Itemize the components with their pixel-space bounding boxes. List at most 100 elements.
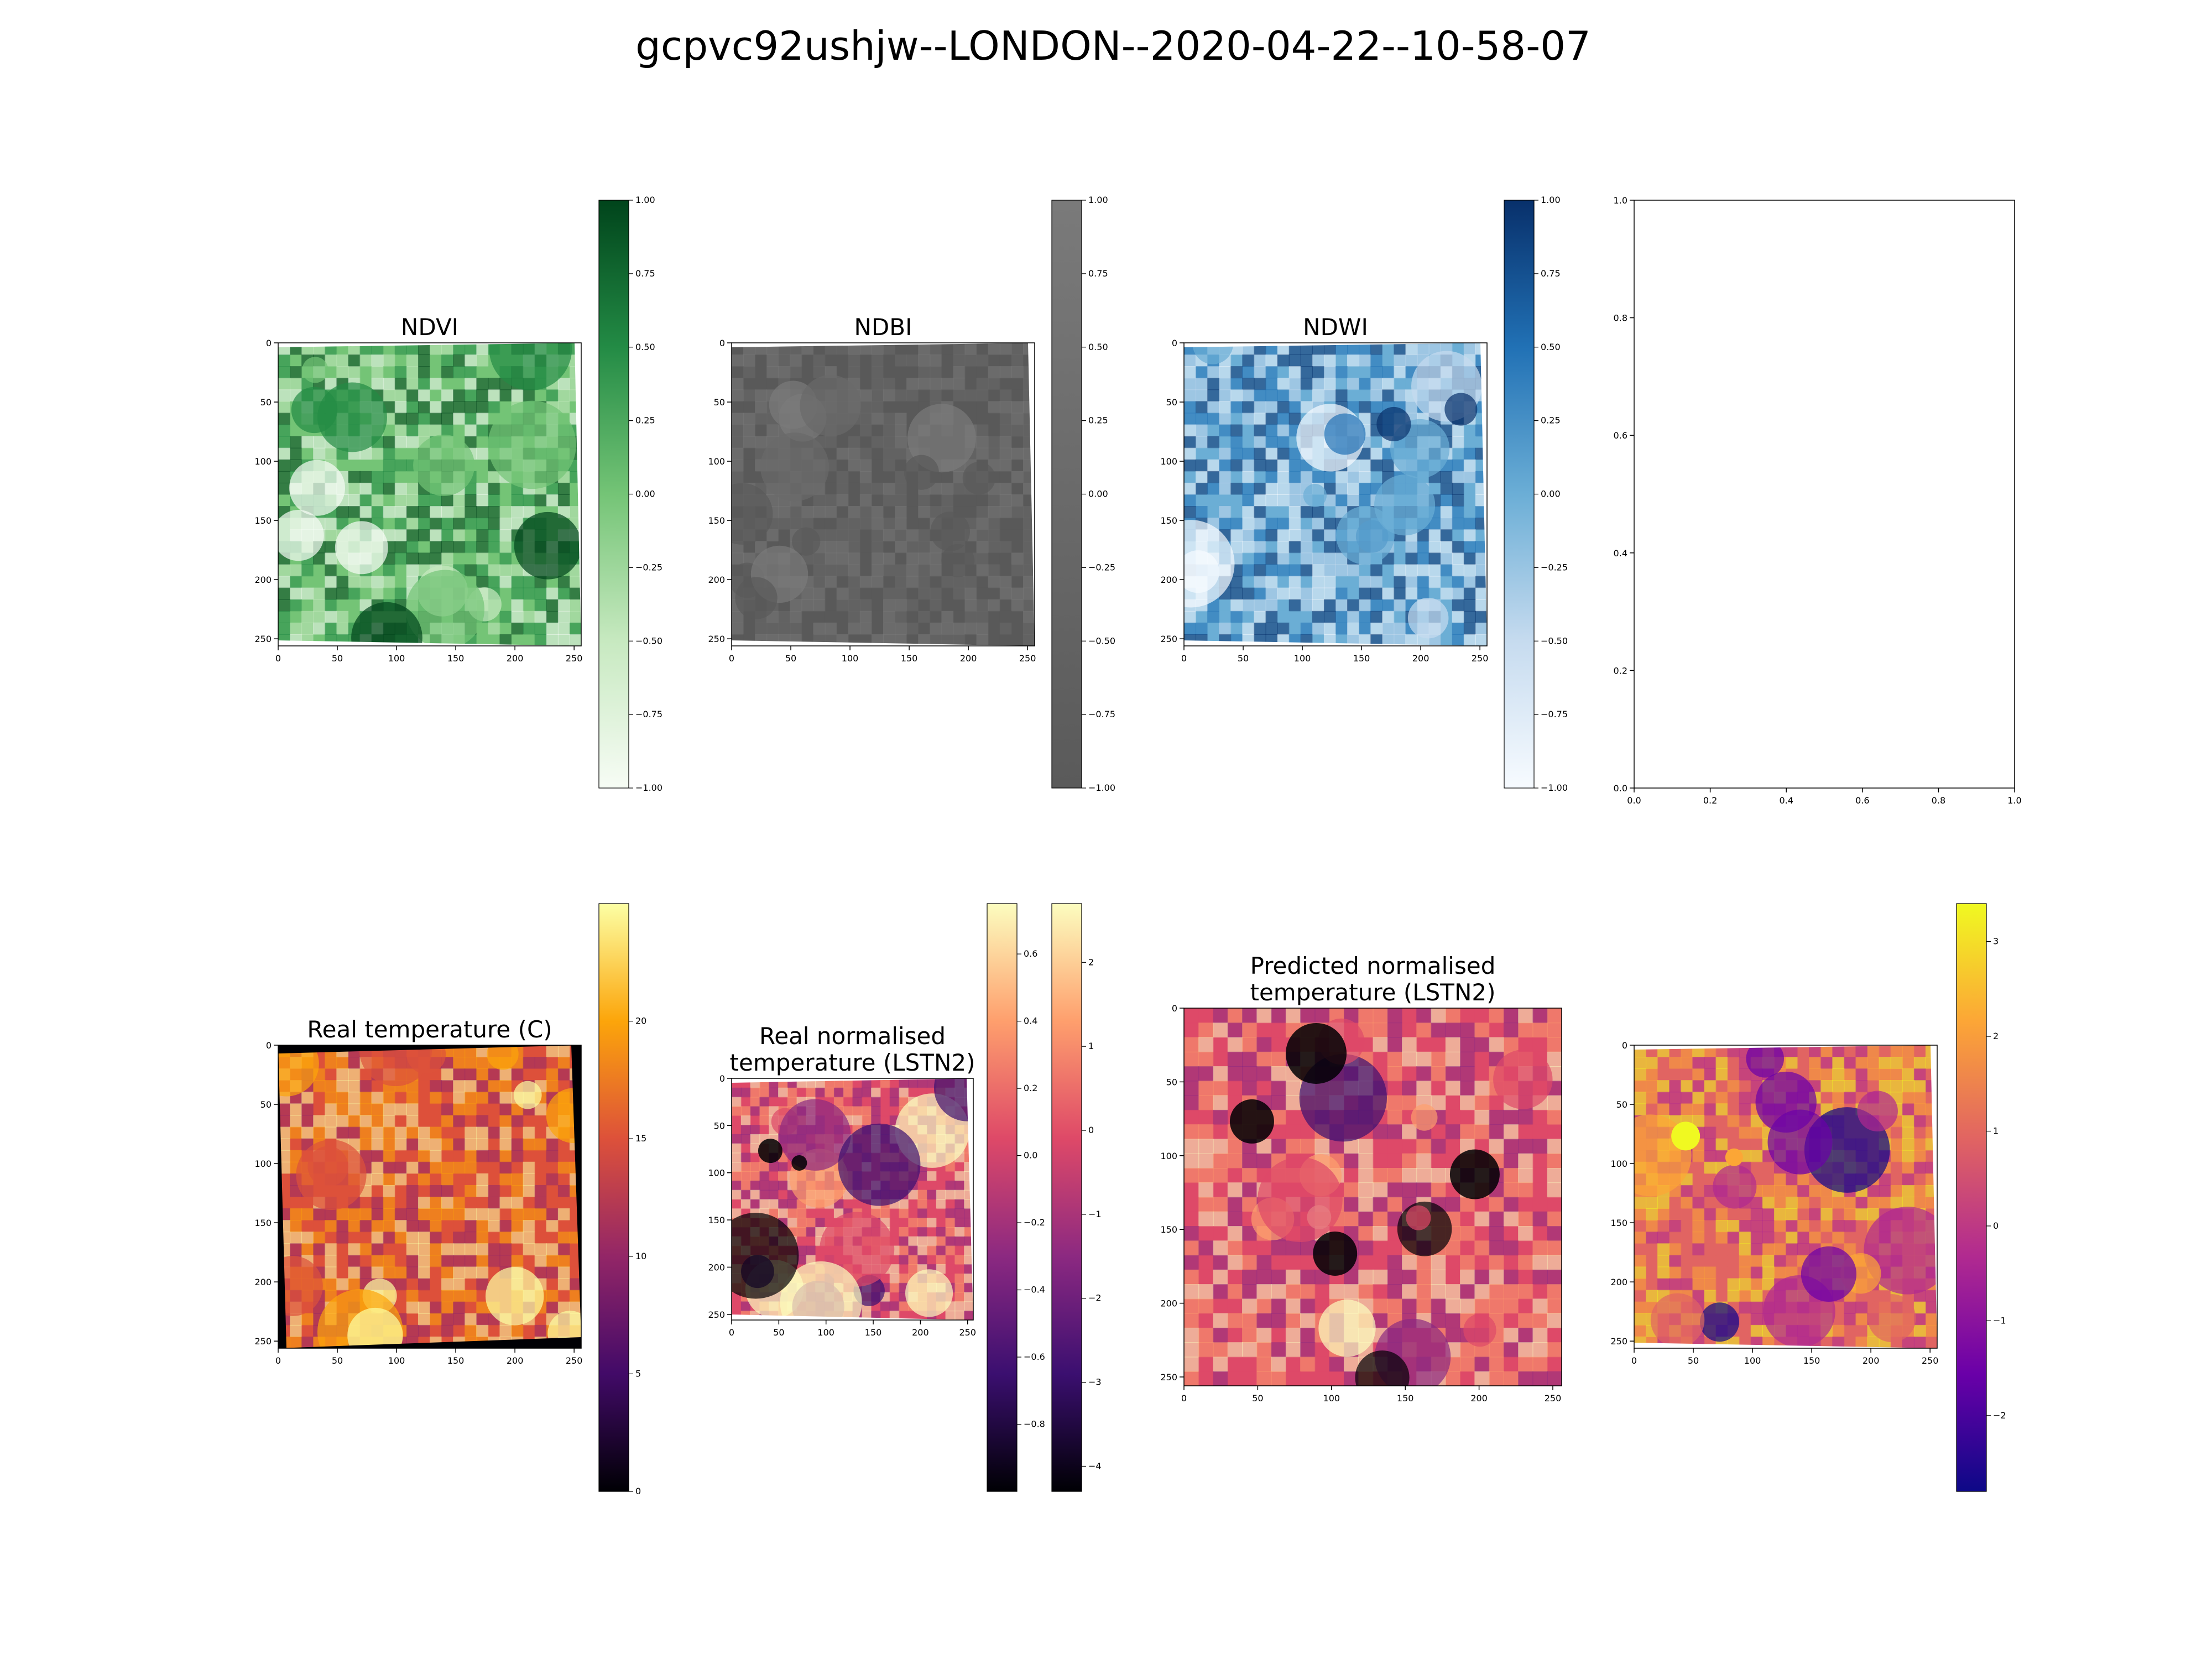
heatmap-cell [945,1171,956,1181]
heatmap-cell [1394,622,1406,635]
heatmap-cell [1460,1226,1475,1241]
axes-title: NDVI [401,314,458,341]
heatmap-cell [1463,494,1476,507]
heatmap-cell [740,1162,751,1172]
heatmap-cell [1474,1255,1490,1270]
heatmap-cell [999,518,1012,530]
heatmap-cell [1300,1342,1316,1358]
heatmap-cell [1277,587,1290,600]
heatmap-cell [1196,413,1208,425]
heatmap-cell [825,447,837,460]
heatmap-cell [859,494,872,507]
heatmap-cell [1715,1220,1728,1233]
nodata [571,1045,581,1337]
heatmap-cell [1669,1266,1682,1279]
heatmap-cell [453,1068,466,1081]
heatmap-cell [976,494,989,507]
heatmap-cell [290,424,302,437]
heatmap-cell [743,459,756,472]
heatmap-cell [999,482,1012,495]
heatmap-cell [1213,1255,1228,1270]
heatmap-cell [964,587,977,600]
heatmap-cell [930,494,942,507]
heatmap-cell [1196,494,1208,507]
heatmap-cell [336,1255,349,1267]
heatmap-cell [394,447,407,460]
heatmap-cell [511,1115,524,1128]
heatmap-cell [394,518,407,530]
heatmap-cell [1219,471,1232,483]
heatmap-cell [418,1161,430,1174]
heatmap-cell [769,1162,779,1172]
heatmap-cell [1475,622,1487,635]
heatmap-cell [1184,1139,1199,1154]
heatmap-cell [453,1208,466,1221]
heatmap-cell [430,494,442,507]
heatmap-cell [908,1245,919,1256]
heatmap-cell [1417,552,1430,565]
heatmap-cell [1335,634,1348,646]
heatmap-cell [1416,1051,1432,1067]
x-tick-label: 150 [1397,1393,1414,1404]
heatmap-cell [1312,564,1324,577]
heatmap-cell [1503,1008,1519,1024]
heatmap-cell [488,622,500,635]
heatmap-cell [348,1057,361,1070]
heatmap-cell [1715,1150,1728,1162]
heatmap-cell [313,1208,326,1221]
heatmap-cell [1312,354,1324,367]
heatmap-cell [359,366,372,379]
heatmap-cell [862,1106,872,1117]
heatmap-cell [1402,1066,1417,1082]
heatmap-cell [1547,1167,1562,1183]
heatmap-cell [848,482,860,495]
heatmap-cell [1879,1185,1891,1197]
heatmap-cell [499,1232,512,1244]
heatmap-cell [1669,1278,1682,1291]
heatmap-cell [1265,599,1278,612]
heatmap-cell [1820,1057,1833,1070]
heatmap-cell [1445,1284,1461,1300]
heatmap-cell [1184,1066,1199,1082]
heatmap-cell [1445,1269,1461,1285]
y-tick-label: 0 [266,338,272,348]
heatmap-cell [778,366,791,379]
heatmap-cell [954,1180,965,1191]
heatmap-cell [1715,1092,1728,1104]
heatmap-cell [336,587,349,600]
heatmap-cell [936,1236,946,1246]
heatmap-cell [988,518,1000,530]
heatmap-cell [1692,1290,1705,1302]
heatmap-cell [1634,1057,1647,1070]
heatmap-cell [290,1324,302,1337]
heatmap-cell [557,494,570,507]
heatmap-cell [988,424,1000,437]
heatmap-cell [1547,1327,1562,1343]
heatmap-cell [801,599,814,612]
heatmap-cell [1820,1092,1833,1104]
heatmap-cell [1463,599,1476,612]
heatmap-cell [371,366,384,379]
heatmap-cell [759,1087,770,1098]
heatmap-cell [1890,1161,1903,1174]
heatmap-cell [1184,1037,1199,1052]
heatmap-image-1 [732,343,1035,646]
x-tick-label: 150 [447,653,465,664]
heatmap-cell [917,1218,927,1228]
heatmap-cell [1440,494,1453,507]
heatmap-cell [325,587,337,600]
heatmap-cell [1474,1284,1490,1300]
heatmap-cell [1285,1327,1301,1343]
heatmap-cell [895,482,907,495]
heatmap-cell [1277,424,1290,437]
heatmap-cell [441,1150,454,1162]
heatmap-cell [801,354,814,367]
heatmap-cell [883,401,896,414]
heatmap-cell [1022,552,1035,565]
heatmap-cell [988,552,1000,565]
heatmap-cell [1445,1095,1461,1110]
heatmap-cell [1890,1185,1903,1197]
heatmap-cell [1844,1220,1856,1233]
heatmap-cell [371,447,384,460]
heatmap-cell [336,506,349,519]
